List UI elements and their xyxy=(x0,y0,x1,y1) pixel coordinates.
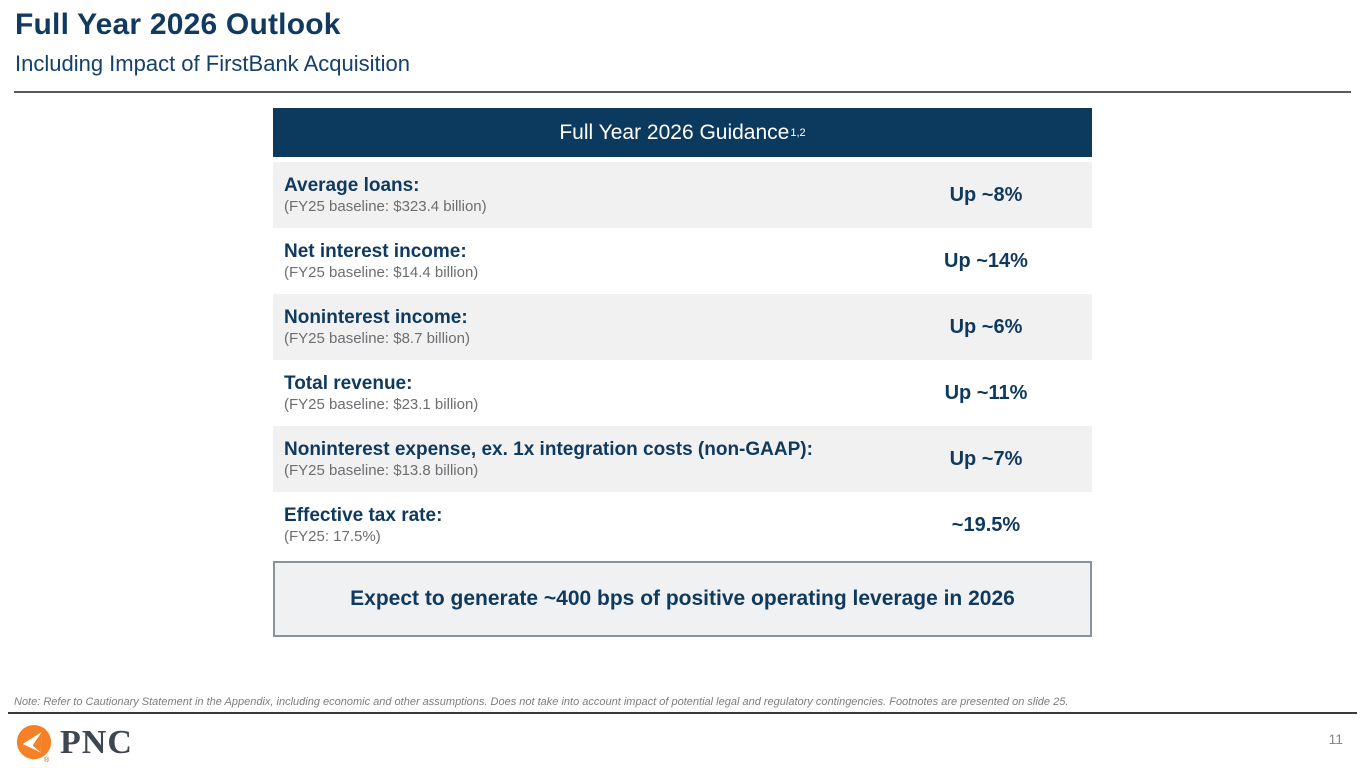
row-label: Average loans: xyxy=(284,174,420,196)
row-value: Up ~14% xyxy=(944,249,1028,272)
guidance-table-header: Full Year 2026 Guidance 1,2 xyxy=(273,108,1092,157)
footnote: Note: Refer to Cautionary Statement in t… xyxy=(14,696,1069,708)
row-label: Effective tax rate: xyxy=(284,504,443,526)
page-title: Full Year 2026 Outlook xyxy=(15,8,341,41)
row-label: Net interest income: xyxy=(284,240,467,262)
table-row-noninterest-expense: Noninterest expense, ex. 1x integration … xyxy=(273,426,1092,492)
row-baseline: (FY25 baseline: $14.4 billion) xyxy=(284,263,479,281)
row-value: Up ~7% xyxy=(949,447,1023,470)
table-row-average-loans: Average loans: (FY25 baseline: $323.4 bi… xyxy=(273,162,1092,228)
pnc-logo: ® PNC xyxy=(15,724,133,764)
table-row-total-revenue: Total revenue: (FY25 baseline: $23.1 bil… xyxy=(273,360,1092,426)
operating-leverage-callout: Expect to generate ~400 bps of positive … xyxy=(273,561,1092,637)
footnote-superscript: 1,2 xyxy=(790,126,806,139)
registered-trademark: ® xyxy=(44,757,50,764)
callout-text: Expect to generate ~400 bps of positive … xyxy=(350,587,1015,610)
row-value: Up ~11% xyxy=(944,381,1028,404)
row-label: Noninterest expense, ex. 1x integration … xyxy=(284,438,813,460)
guidance-table: Full Year 2026 Guidance 1,2 Average loans… xyxy=(273,108,1092,558)
header-divider xyxy=(14,91,1351,93)
page-number: 11 xyxy=(1328,731,1343,747)
guidance-table-title: Full Year 2026 Guidance xyxy=(559,120,790,144)
row-baseline: (FY25 baseline: $23.1 billion) xyxy=(284,395,479,413)
row-label: Total revenue: xyxy=(284,372,413,394)
pnc-logo-wordmark: PNC xyxy=(60,724,133,761)
row-value: Up ~6% xyxy=(949,315,1023,338)
table-row-net-interest-income: Net interest income: (FY25 baseline: $14… xyxy=(273,228,1092,294)
row-value: ~19.5% xyxy=(951,513,1021,536)
row-baseline: (FY25 baseline: $13.8 billion) xyxy=(284,461,479,479)
row-label: Noninterest income: xyxy=(284,306,468,328)
table-row-effective-tax-rate: Effective tax rate: (FY25: 17.5%) ~19.5% xyxy=(273,492,1092,558)
row-baseline: (FY25 baseline: $8.7 billion) xyxy=(284,329,470,347)
table-row-noninterest-income: Noninterest income: (FY25 baseline: $8.7… xyxy=(273,294,1092,360)
row-baseline: (FY25: 17.5%) xyxy=(284,527,381,545)
row-value: Up ~8% xyxy=(949,183,1023,206)
pnc-logo-icon: ® xyxy=(15,724,53,764)
footer-divider xyxy=(8,712,1357,714)
row-baseline: (FY25 baseline: $323.4 billion) xyxy=(284,197,487,215)
page-subtitle: Including Impact of FirstBank Acquisitio… xyxy=(15,51,410,76)
